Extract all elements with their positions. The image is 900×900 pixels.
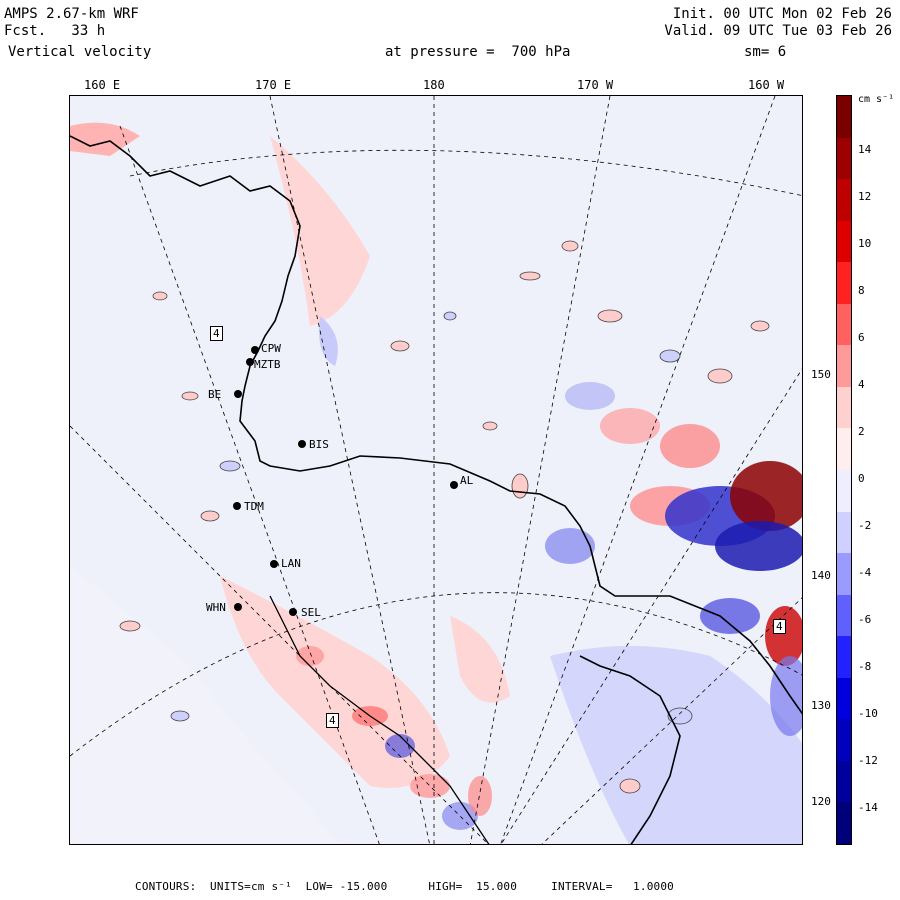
positive-region (270, 136, 370, 326)
colorbar-tick-label: -12 (858, 754, 878, 767)
lon-label-170e: 170 E (255, 78, 292, 92)
station-dot-whn (234, 603, 242, 611)
colorbar-tick-label: 8 (858, 284, 865, 297)
lat-label-130w: 130 W (811, 699, 845, 712)
lon-label-170w: 170 W (577, 78, 614, 92)
colorbar-segment (837, 262, 851, 305)
colorbar-segment (837, 428, 851, 471)
station-be: BE (208, 388, 222, 401)
pressure-level: at pressure = 700 hPa (385, 44, 571, 60)
negative-region (550, 646, 802, 844)
station-dot-al (450, 481, 458, 489)
valid-time: Valid. 09 UTC Tue 03 Feb 26 (664, 23, 892, 39)
vertical-velocity-map: CPW MZTB BE BIS TDM LAN WHN SEL AL 4 4 4 (69, 95, 803, 845)
colorbar-segment (837, 96, 851, 139)
colorbar-segment (837, 553, 851, 596)
colorbar-tick-label: 4 (858, 378, 865, 391)
colorbar-segment (837, 636, 851, 679)
colorbar-segment (837, 386, 851, 429)
station-al: AL (460, 474, 474, 487)
colorbar-tick-label: -8 (858, 660, 872, 673)
station-tdm: TDM (244, 500, 264, 513)
lon-label-180: 180 (423, 78, 445, 92)
colorbar-tick-label: 0 (858, 472, 865, 485)
lon-label-160w: 160 W (748, 78, 785, 92)
station-whn: WHN (206, 601, 226, 614)
station-lan: LAN (281, 557, 301, 570)
station-dot-be (234, 390, 242, 398)
colorbar-tick-label: -6 (858, 613, 872, 626)
marker-box: 4 (210, 326, 223, 341)
graticule (70, 96, 802, 844)
coastline (70, 135, 802, 715)
lat-label-150w: 150 W (811, 368, 845, 381)
colorbar-units: cm s⁻¹ (858, 94, 895, 105)
lat-label-120w: 120 W (811, 795, 845, 808)
small-cells (119, 240, 770, 794)
station-dot-tdm (233, 502, 241, 510)
colorbar-segment (837, 137, 851, 180)
colorbar-tick-label: 6 (858, 331, 865, 344)
colorbar (836, 95, 852, 845)
coastline (269, 595, 490, 844)
negative-region (319, 316, 338, 366)
coastline (579, 655, 681, 844)
positive-region (220, 576, 450, 788)
positive-region (70, 122, 140, 156)
mountain-band (296, 646, 492, 830)
lon-label-160e: 160 E (84, 78, 121, 92)
colorbar-segment (837, 594, 851, 637)
station-dot-mztb (246, 358, 254, 366)
smoothing-value: sm= 6 (744, 44, 787, 60)
colorbar-tick-label: 2 (858, 425, 865, 438)
colorbar-tick-label: 10 (858, 237, 872, 250)
colorbar-segment (837, 511, 851, 554)
map-canvas (70, 96, 802, 844)
colorbar-segment (837, 677, 851, 720)
station-mztb: MZTB (254, 358, 281, 371)
active-zone (545, 382, 802, 736)
colorbar-segment (837, 303, 851, 346)
colorbar-segment (837, 802, 851, 845)
station-bis: BIS (309, 438, 329, 451)
field-name: Vertical velocity (8, 44, 152, 60)
marker-box: 4 (326, 713, 339, 728)
colorbar-tick-label: 12 (858, 190, 872, 203)
colorbar-segment (837, 719, 851, 762)
land-shade (70, 566, 339, 844)
forecast-hour: Fcst. 33 h (4, 23, 106, 39)
station-dot-cpw (251, 346, 259, 354)
station-dot-sel (289, 608, 297, 616)
lat-label-140w: 140 W (811, 569, 845, 582)
positive-region (450, 616, 510, 703)
colorbar-tick-label: -10 (858, 707, 878, 720)
station-dot-lan (270, 560, 278, 568)
contour-info: CONTOURS: UNITS=cm s⁻¹ LOW= -15.000 HIGH… (135, 880, 674, 893)
colorbar-tick-label: -4 (858, 566, 872, 579)
station-dot-bis (298, 440, 306, 448)
marker-box: 4 (773, 619, 786, 634)
colorbar-segment (837, 760, 851, 803)
station-cpw: CPW (261, 342, 281, 355)
colorbar-segment (837, 345, 851, 388)
colorbar-tick-label: -2 (858, 519, 872, 532)
station-sel: SEL (301, 606, 321, 619)
model-title: AMPS 2.67-km WRF (4, 6, 139, 22)
colorbar-tick-label: 14 (858, 143, 872, 156)
colorbar-segment (837, 220, 851, 263)
colorbar-tick-label: -14 (858, 801, 878, 814)
colorbar-segment (837, 470, 851, 513)
init-time: Init. 00 UTC Mon 02 Feb 26 (672, 6, 892, 22)
colorbar-segment (837, 179, 851, 222)
